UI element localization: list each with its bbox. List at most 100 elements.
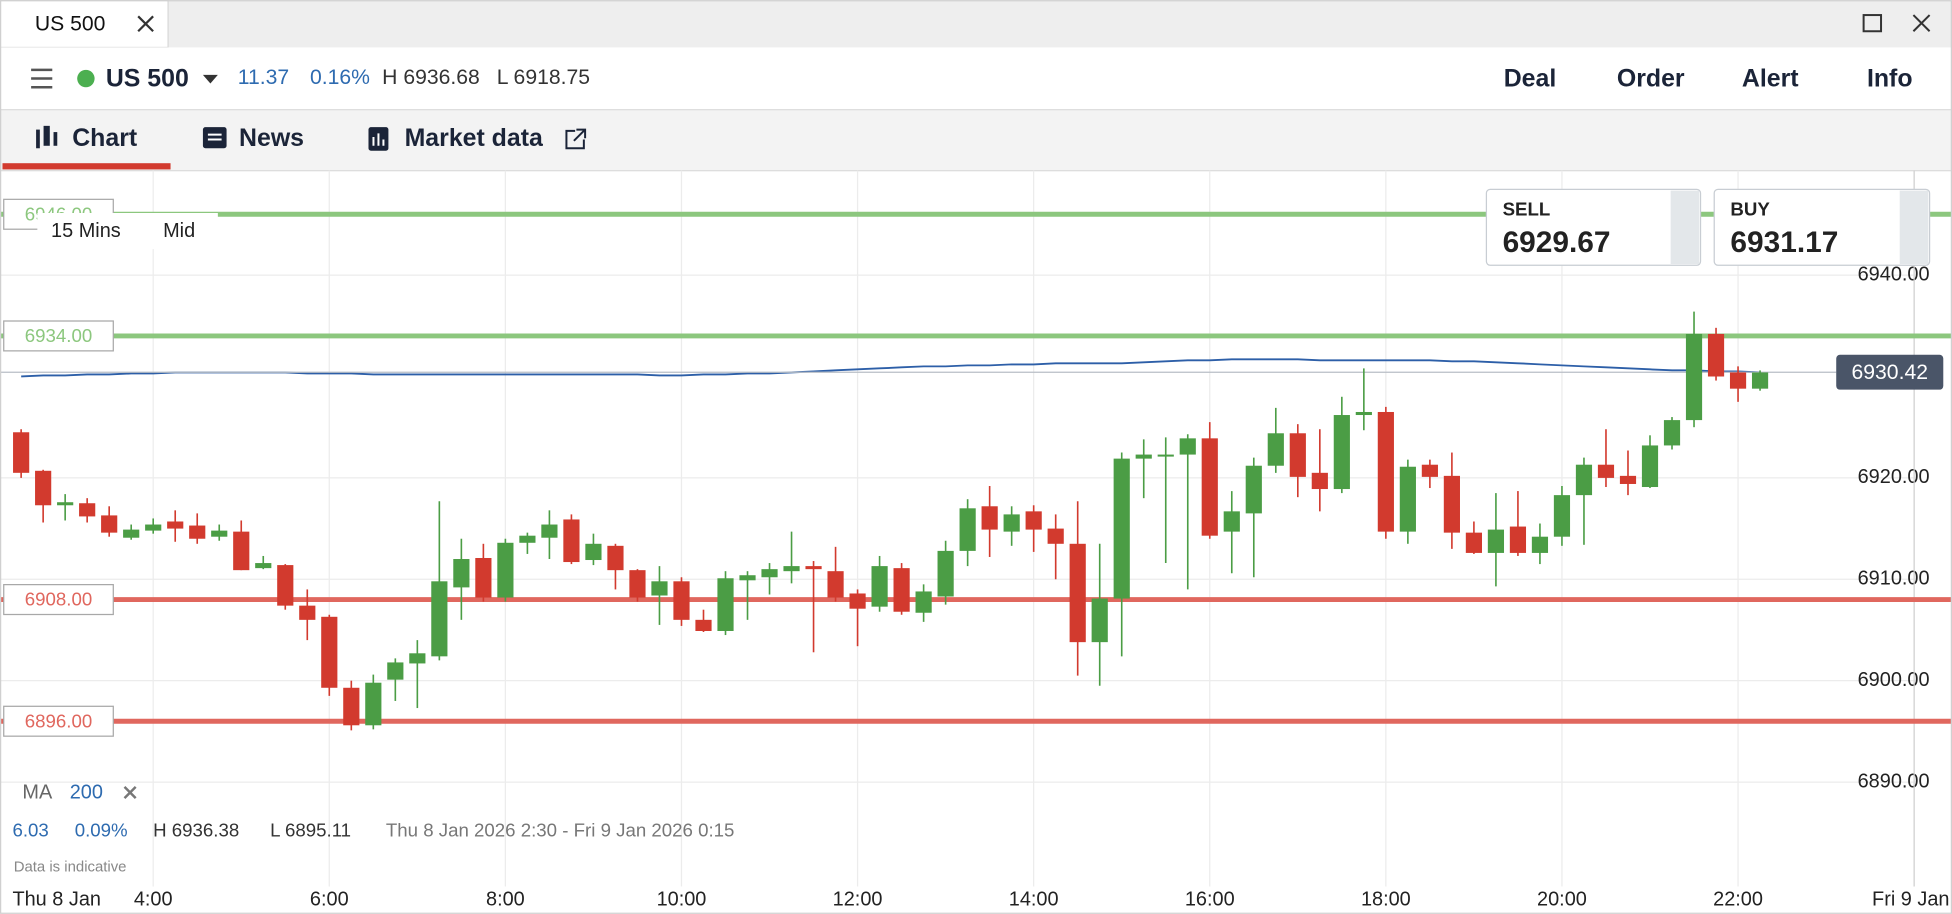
candle-body [1157, 454, 1174, 457]
x-tick-label: 8:00 [486, 888, 525, 910]
candle-body [1135, 454, 1152, 459]
chart-tab-icon [36, 125, 58, 149]
candle-body [563, 519, 580, 563]
candle-body [365, 682, 382, 726]
market-data-tab-icon [368, 127, 389, 151]
candle-body [585, 543, 602, 561]
candle-body [695, 619, 712, 631]
x-tick-label: 14:00 [1009, 888, 1059, 910]
maximize-icon[interactable] [1862, 14, 1883, 33]
candle-body [1069, 543, 1086, 643]
candle-body [453, 559, 470, 588]
sell-box[interactable]: SELL 6929.67 [1485, 188, 1702, 266]
sell-box-side [1670, 190, 1700, 265]
price-type-selector[interactable]: Mid [163, 220, 195, 242]
last-price-label: 6930.42 [1852, 361, 1928, 384]
x-tick-label: 12:00 [833, 888, 883, 910]
window-tab[interactable] [0, 0, 169, 49]
chart-tab[interactable]: Chart [72, 124, 137, 152]
level-label: 6896.00 [25, 710, 92, 731]
candle-body [1091, 598, 1108, 643]
buy-label: BUY [1730, 198, 1770, 219]
order-button[interactable]: Order [1617, 64, 1685, 92]
content-tabs [0, 109, 1952, 172]
candle-body [1113, 458, 1130, 599]
y-tick-label: 6940.00 [1858, 263, 1930, 285]
candle-body [1333, 415, 1350, 490]
candle-body [1245, 465, 1262, 514]
x-tick-label: 18:00 [1361, 888, 1411, 910]
candle-body [1311, 472, 1328, 490]
news-tab-icon [202, 127, 227, 149]
candle-body [651, 581, 668, 596]
range-dates: Thu 8 Jan 2026 2:30 - Fri 9 Jan 2026 0:1… [386, 820, 734, 841]
candle-body [1575, 464, 1593, 496]
candle-body [409, 653, 426, 664]
external-link-icon [565, 128, 587, 150]
candle-body [57, 502, 74, 506]
candle-body [1047, 528, 1064, 544]
candle-body [981, 506, 998, 530]
range-low: L 6895.11 [270, 820, 351, 841]
info-button[interactable]: Info [1867, 64, 1913, 92]
candle-body [871, 566, 888, 607]
x-tick-label: 4:00 [134, 888, 173, 910]
candle-body [299, 605, 316, 620]
candle-body [1487, 529, 1505, 553]
interval-selector[interactable]: 15 Mins [51, 220, 121, 242]
remove-ma-icon[interactable] [123, 786, 137, 799]
candle-body [189, 525, 206, 539]
candle-body [321, 616, 338, 688]
news-tab[interactable]: News [239, 124, 304, 152]
candle-body [607, 545, 624, 571]
dropdown-caret[interactable] [202, 74, 218, 84]
ma-label: MA [22, 781, 53, 803]
candle-body [849, 593, 866, 609]
candle-body [915, 591, 932, 613]
menu-icon[interactable] [31, 68, 53, 89]
change: 11.37 [238, 66, 289, 89]
candle-body [541, 524, 558, 538]
level-label-box [3, 584, 114, 616]
buy-box[interactable]: BUY 6931.17 [1713, 188, 1931, 266]
candle-body [1707, 333, 1725, 377]
close-tab-icon[interactable] [137, 15, 154, 33]
range-change: 6.03 [12, 820, 48, 841]
range-high: H 6936.38 [153, 820, 239, 841]
market-data-tab[interactable]: Market data [405, 124, 543, 152]
candle-body [827, 571, 844, 598]
candle-body [1201, 438, 1218, 536]
x-tick-label: 22:00 [1713, 888, 1763, 910]
deal-button[interactable]: Deal [1504, 64, 1557, 92]
candle-body [1355, 411, 1372, 416]
candle-body [1223, 511, 1240, 532]
x-tick-label: 20:00 [1537, 888, 1587, 910]
candle-body [101, 515, 118, 533]
range-change-pct: 0.09% [75, 820, 128, 841]
candle-body [497, 542, 514, 598]
candle-body [1443, 475, 1460, 533]
candle-body [1531, 536, 1549, 553]
candle-body [145, 524, 162, 531]
close-window-icon[interactable] [1912, 14, 1931, 32]
active-tab-underline [2, 163, 171, 170]
candle-body [431, 581, 448, 657]
candle-body [277, 565, 294, 606]
candle-body [893, 568, 910, 612]
candle-body [1597, 464, 1615, 478]
candle-body [1751, 372, 1769, 389]
instrument-name[interactable]: US 500 [106, 64, 189, 92]
candle-body [1377, 411, 1394, 532]
last-price-tag [1836, 354, 1944, 390]
candle-body [1179, 438, 1196, 455]
ma-line [21, 358, 1761, 378]
candle-body [519, 535, 536, 543]
sell-label: SELL [1503, 198, 1551, 219]
tab-bar [0, 0, 1952, 48]
alert-button[interactable]: Alert [1742, 64, 1799, 92]
candle-body [35, 470, 52, 506]
candle-body [343, 687, 360, 726]
candle-body [1729, 372, 1747, 389]
